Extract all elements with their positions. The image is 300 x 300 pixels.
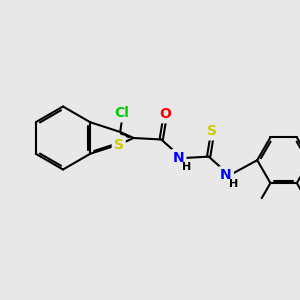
Text: Cl: Cl: [114, 106, 129, 120]
Text: N: N: [220, 168, 232, 182]
Text: H: H: [230, 178, 239, 189]
Text: O: O: [159, 107, 171, 121]
Text: H: H: [182, 161, 191, 172]
Text: N: N: [173, 151, 184, 165]
Text: S: S: [207, 124, 217, 138]
Text: S: S: [114, 138, 124, 152]
